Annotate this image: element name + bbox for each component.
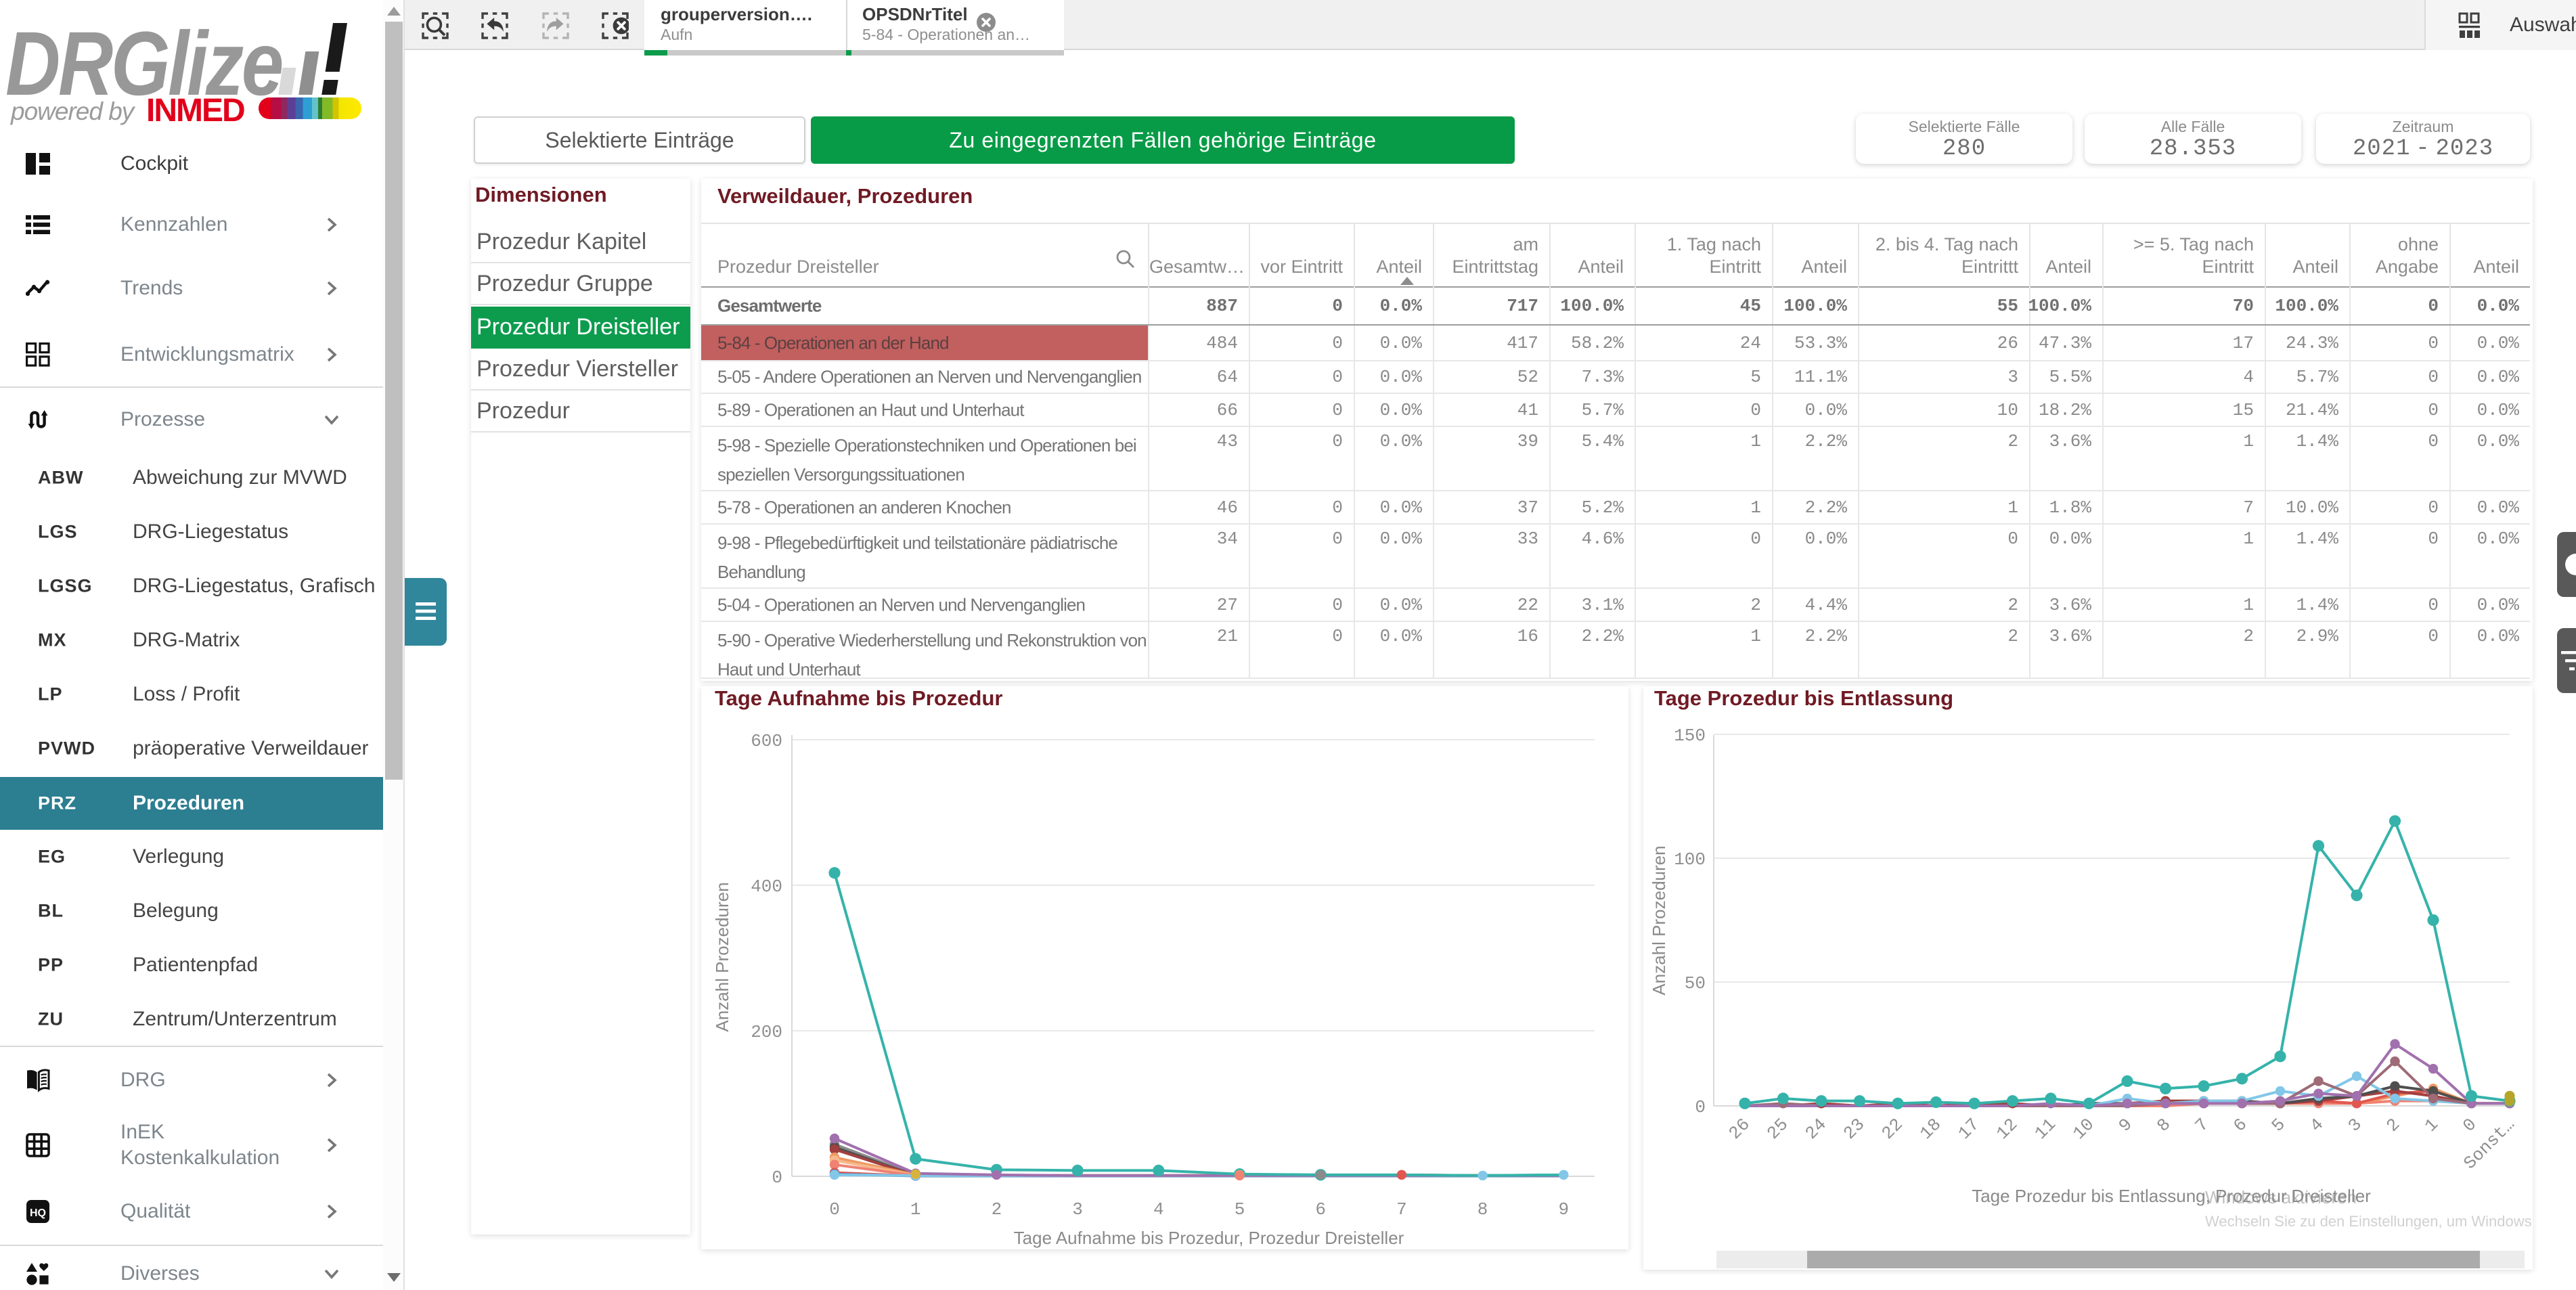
svg-text:18: 18 (1916, 1114, 1945, 1143)
svg-text:7: 7 (1396, 1199, 1407, 1220)
svg-text:24: 24 (1801, 1114, 1830, 1143)
svg-text:50: 50 (1685, 973, 1706, 994)
svg-text:3: 3 (1072, 1199, 1083, 1220)
svg-text:25: 25 (1763, 1114, 1792, 1143)
svg-text:1: 1 (910, 1199, 921, 1220)
svg-text:5: 5 (1235, 1199, 1245, 1220)
svg-text:8: 8 (2153, 1114, 2175, 1136)
svg-text:4: 4 (2306, 1114, 2328, 1136)
svg-text:5: 5 (2267, 1114, 2289, 1136)
svg-text:6: 6 (1315, 1199, 1326, 1220)
svg-text:9: 9 (2114, 1114, 2136, 1136)
svg-text:600: 600 (751, 731, 782, 751)
svg-text:17: 17 (1954, 1114, 1983, 1143)
svg-text:Anzahl Prozeduren: Anzahl Prozeduren (712, 882, 732, 1031)
svg-text:Tage Aufnahme bis Prozedur, Pr: Tage Aufnahme bis Prozedur, Prozedur Dre… (1014, 1228, 1404, 1248)
svg-text:0: 0 (1695, 1097, 1706, 1117)
svg-text:22: 22 (1878, 1114, 1907, 1143)
svg-text:150: 150 (1674, 726, 1706, 746)
svg-text:23: 23 (1840, 1114, 1869, 1143)
svg-text:1: 1 (2420, 1114, 2442, 1136)
svg-text:12: 12 (1993, 1114, 2022, 1143)
svg-text:11: 11 (2030, 1114, 2060, 1143)
svg-text:9: 9 (1558, 1199, 1569, 1220)
svg-text:8: 8 (1478, 1199, 1488, 1220)
svg-text:26: 26 (1725, 1114, 1754, 1143)
svg-text:4: 4 (1153, 1199, 1164, 1220)
svg-text:7: 7 (2191, 1114, 2213, 1136)
svg-text:2: 2 (2382, 1114, 2404, 1136)
svg-text:Anzahl Prozeduren: Anzahl Prozeduren (1649, 845, 1669, 995)
svg-text:HQ: HQ (30, 1207, 46, 1219)
svg-text:10: 10 (2069, 1114, 2098, 1143)
svg-text:6: 6 (2229, 1114, 2251, 1136)
svg-text:Tage Prozedur bis Entlassung,: Tage Prozedur bis Entlassung, Prozedur D… (1972, 1186, 2371, 1206)
svg-text:0: 0 (772, 1167, 782, 1188)
svg-text:0: 0 (829, 1199, 840, 1220)
svg-text:200: 200 (751, 1022, 782, 1042)
svg-text:400: 400 (751, 876, 782, 897)
svg-text:0: 0 (2459, 1114, 2481, 1136)
svg-text:3: 3 (2344, 1114, 2366, 1136)
svg-text:2: 2 (992, 1199, 1002, 1220)
svg-text:100: 100 (1674, 849, 1706, 870)
